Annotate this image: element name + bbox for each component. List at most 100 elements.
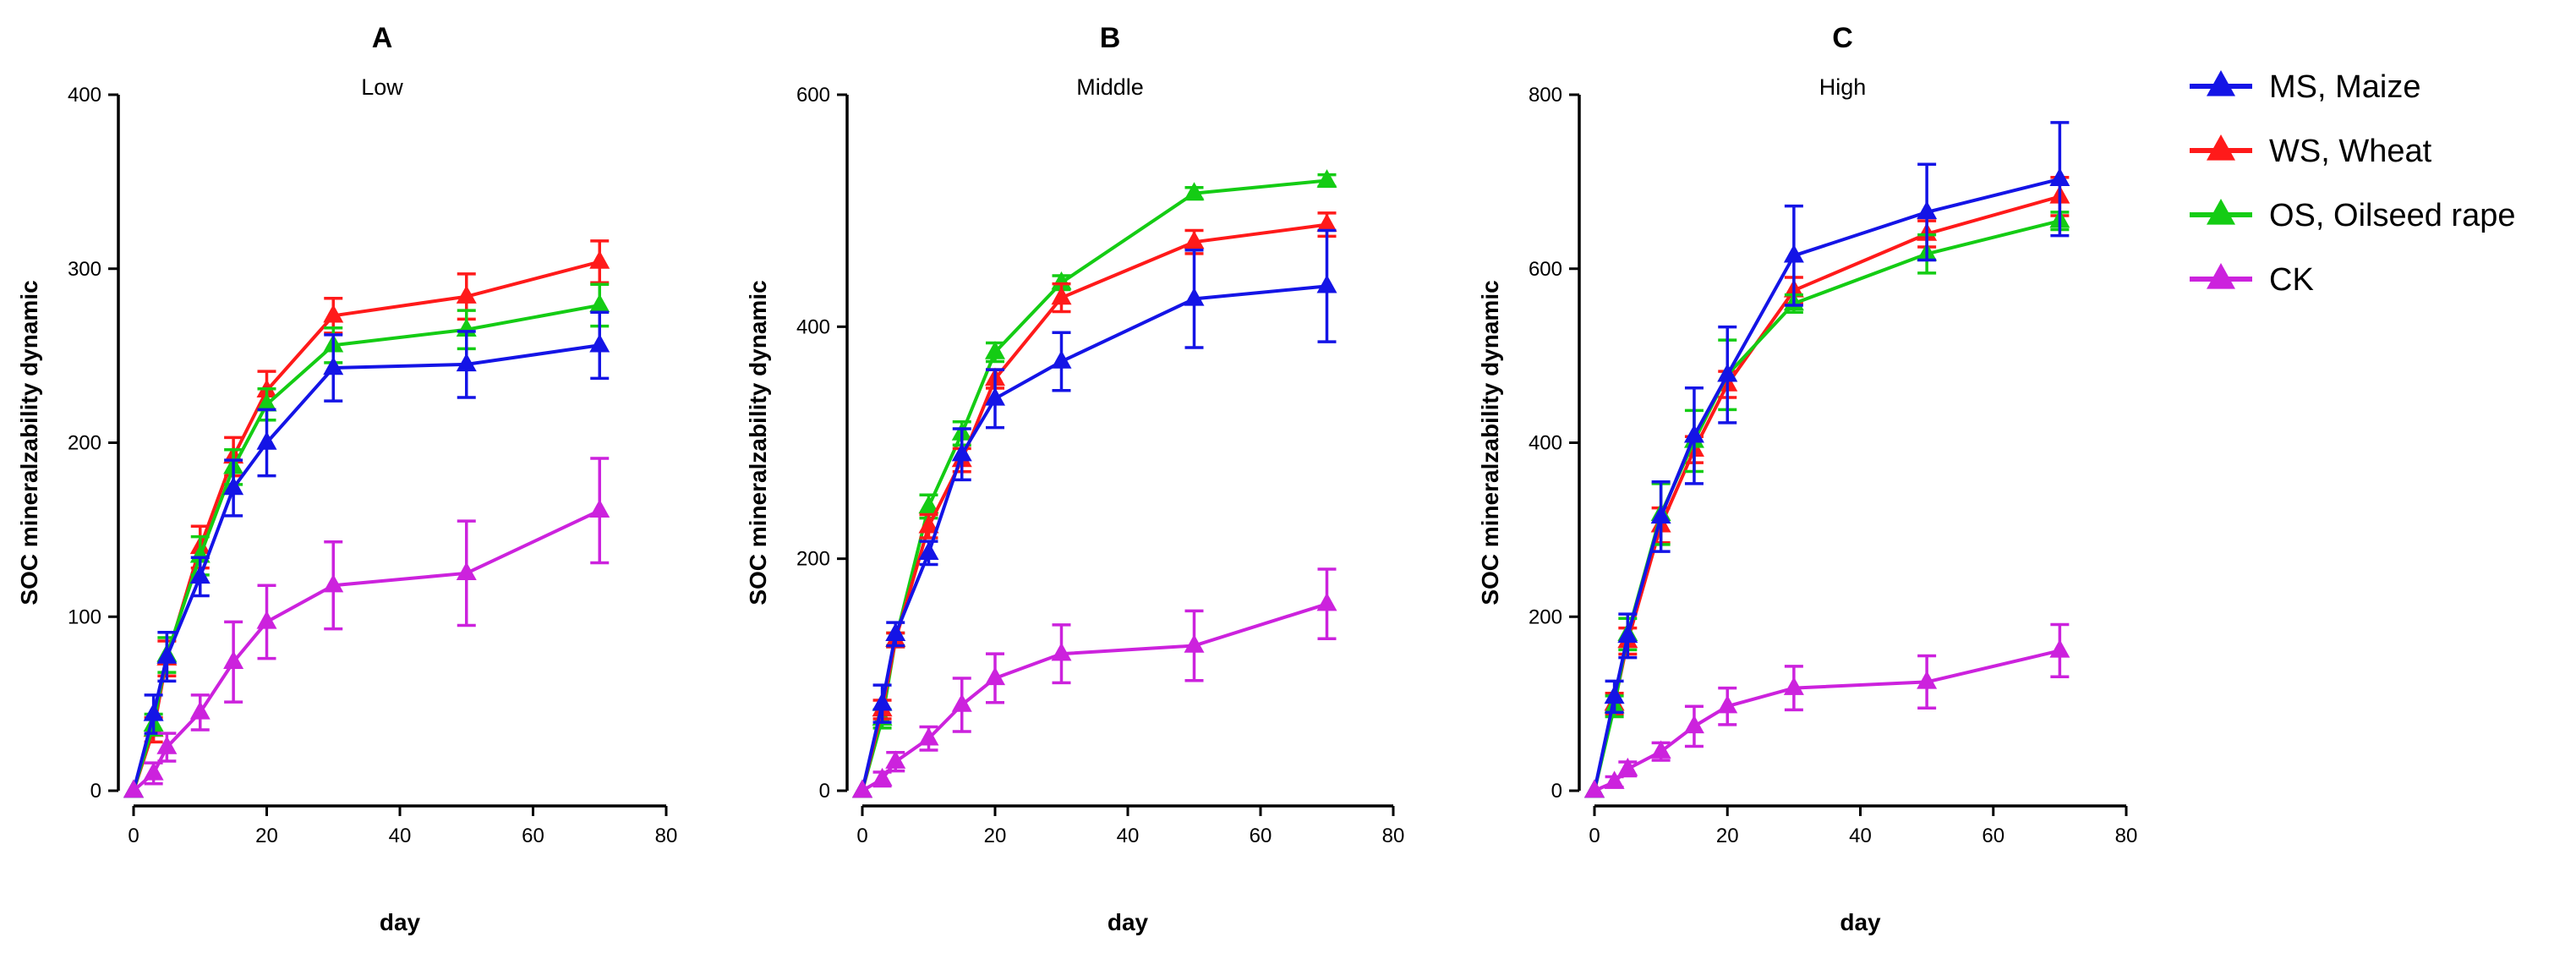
data-point bbox=[918, 495, 939, 514]
data-point bbox=[123, 779, 144, 798]
y-axis-title: SOC mineralzability dynamic bbox=[1477, 280, 1503, 605]
y-tick-label: 0 bbox=[90, 780, 101, 803]
series-line bbox=[861, 284, 1327, 792]
data-point bbox=[1717, 694, 1738, 714]
y-tick-label: 600 bbox=[1529, 258, 1562, 281]
legend-marker bbox=[2207, 134, 2235, 161]
x-tick-label: 40 bbox=[1849, 825, 1872, 847]
data-point bbox=[1184, 288, 1205, 306]
series-os bbox=[852, 169, 1337, 798]
data-point bbox=[872, 692, 893, 711]
data-point bbox=[156, 645, 178, 664]
data-point bbox=[1184, 182, 1205, 200]
x-tick-label: 40 bbox=[389, 825, 412, 847]
legend-item-os: OS, Oilseed rape bbox=[2190, 198, 2515, 233]
data-point bbox=[951, 442, 972, 462]
data-point bbox=[143, 703, 164, 721]
y-tick-label: 400 bbox=[796, 315, 830, 338]
y-tick-label: 0 bbox=[1551, 780, 1562, 803]
series-line bbox=[861, 602, 1328, 792]
legend-item-ws: WS, Wheat bbox=[2190, 134, 2432, 169]
data-point bbox=[2049, 638, 2070, 658]
panel-title: Low bbox=[361, 74, 403, 100]
y-tick-label: 400 bbox=[1529, 432, 1562, 455]
data-point bbox=[256, 611, 277, 629]
x-tick-label: 20 bbox=[1716, 825, 1739, 847]
data-point bbox=[256, 392, 277, 412]
data-point bbox=[1917, 200, 1938, 220]
data-point bbox=[323, 356, 344, 375]
data-point bbox=[589, 499, 610, 518]
series-ck bbox=[123, 457, 610, 798]
legend-label: OS, Oilseed rape bbox=[2269, 198, 2515, 233]
panel-a: A Low 0 100 200 300 400 0 20 40 60 80 day SOC mineral… bbox=[16, 22, 677, 935]
legend-item-ck: CK bbox=[2190, 262, 2314, 298]
data-point bbox=[852, 779, 872, 798]
data-point bbox=[985, 341, 1005, 359]
data-point bbox=[456, 353, 477, 372]
data-point bbox=[1316, 169, 1337, 188]
y-tick-label: 800 bbox=[1529, 84, 1562, 107]
legend-label: MS, Maize bbox=[2269, 69, 2420, 105]
x-tick-label: 80 bbox=[655, 825, 678, 847]
data-point bbox=[885, 750, 906, 769]
data-point bbox=[1617, 624, 1638, 644]
x-tick-label: 80 bbox=[1382, 825, 1405, 847]
x-tick-label: 60 bbox=[1982, 825, 2004, 847]
data-point bbox=[951, 693, 972, 712]
data-point bbox=[1051, 350, 1072, 369]
y-tick-label: 600 bbox=[796, 84, 830, 107]
data-point bbox=[1604, 770, 1625, 789]
y-axis-title: SOC mineralzability dynamic bbox=[16, 280, 42, 605]
x-axis-title: day bbox=[1108, 909, 1149, 935]
data-point bbox=[1650, 740, 1671, 759]
data-point bbox=[1717, 363, 1738, 382]
panel-b: B Middle 0 200 400 600 0 20 40 60 80 day SOC mineral… bbox=[745, 22, 1404, 935]
panel-letter: A bbox=[372, 22, 393, 54]
legend-item-ms: MS, Maize bbox=[2190, 69, 2420, 105]
x-axis-title: day bbox=[380, 909, 421, 935]
data-point bbox=[323, 573, 344, 593]
data-point bbox=[456, 285, 477, 304]
data-point bbox=[1917, 671, 1938, 689]
data-point bbox=[1184, 634, 1205, 653]
legend-marker bbox=[2207, 199, 2235, 225]
data-point bbox=[1683, 715, 1704, 734]
series-ms bbox=[123, 310, 610, 798]
panel-letter: C bbox=[1832, 22, 1853, 54]
data-point bbox=[1184, 230, 1205, 249]
legend-marker bbox=[2207, 70, 2235, 96]
series-line bbox=[1594, 649, 2060, 792]
data-point bbox=[589, 250, 610, 269]
series-line bbox=[861, 178, 1327, 792]
x-tick-label: 60 bbox=[1250, 825, 1272, 847]
data-point bbox=[156, 736, 178, 754]
x-axis-title: day bbox=[1840, 909, 1881, 935]
data-point bbox=[872, 767, 893, 786]
x-tick-label: 0 bbox=[128, 825, 139, 847]
series-ms bbox=[852, 228, 1337, 798]
data-point bbox=[223, 476, 244, 496]
data-point bbox=[1051, 286, 1072, 305]
series-os bbox=[1584, 209, 2070, 798]
data-point bbox=[456, 562, 477, 581]
data-point bbox=[1617, 757, 1638, 776]
series-ck bbox=[1584, 622, 2070, 798]
data-point bbox=[1783, 677, 1804, 695]
data-point bbox=[918, 541, 939, 561]
series-ms bbox=[1584, 121, 2070, 798]
data-point bbox=[143, 762, 164, 781]
data-point bbox=[256, 431, 277, 450]
data-point bbox=[1316, 592, 1337, 611]
panel-title: Middle bbox=[1076, 74, 1144, 100]
series-ck bbox=[852, 567, 1337, 798]
y-tick-label: 300 bbox=[68, 258, 101, 281]
x-tick-label: 40 bbox=[1117, 825, 1140, 847]
data-point bbox=[1783, 244, 1804, 263]
y-tick-label: 200 bbox=[68, 432, 101, 455]
x-tick-label: 20 bbox=[255, 825, 278, 847]
data-point bbox=[918, 726, 939, 746]
series-line bbox=[1593, 195, 2060, 792]
